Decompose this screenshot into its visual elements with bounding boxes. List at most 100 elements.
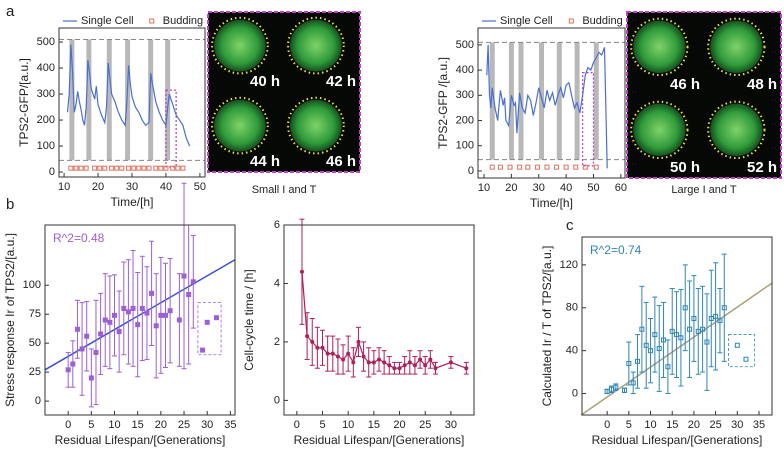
data-point	[153, 323, 159, 329]
data-point	[371, 360, 376, 365]
data-point	[83, 165, 89, 171]
data-point	[167, 308, 173, 314]
data-point	[299, 269, 304, 274]
y-axis-title: Stress response Ir of TPS2/[a.u.]	[3, 233, 17, 407]
plot-frame	[58, 27, 206, 178]
data-point	[377, 357, 381, 362]
x-tick-label: 35	[224, 419, 236, 431]
cell-image	[633, 20, 686, 74]
data-point	[366, 360, 371, 365]
data-point	[433, 366, 438, 371]
y-tick-label: 500	[37, 36, 55, 48]
x-tick-label: 20	[688, 419, 700, 431]
y-axis-title: TPS2-GFP/[a.u.]	[17, 58, 31, 147]
data-point	[351, 360, 356, 365]
legend-label: Budding	[582, 15, 622, 27]
data-point	[418, 357, 423, 362]
data-point	[130, 305, 136, 311]
cell-outline	[707, 100, 766, 160]
data-point	[656, 346, 662, 352]
data-point	[573, 164, 579, 170]
y-tick-label: 100	[456, 140, 474, 152]
data-point	[305, 334, 310, 339]
x-tick-label: 30	[731, 419, 743, 431]
y-tick-label: 100	[37, 140, 55, 152]
y-tick-label: 0	[468, 165, 474, 177]
x-tick-label: 10	[58, 181, 70, 193]
y-tick-label: 25	[29, 366, 41, 378]
data-point	[721, 305, 727, 311]
shaded-band	[574, 42, 580, 160]
data-point	[387, 363, 392, 368]
data-point	[639, 326, 645, 332]
legend-label: Single Cell	[81, 15, 134, 27]
time-label: 40 h	[250, 73, 280, 90]
data-point	[626, 361, 632, 367]
x-axis-title: Time/[h]	[530, 196, 573, 210]
data-point	[682, 305, 688, 311]
x-tick-label: 10	[644, 419, 656, 431]
data-point	[181, 273, 187, 279]
data-point	[448, 360, 453, 365]
data-point	[180, 165, 186, 171]
data-point	[78, 165, 84, 171]
data-point	[630, 380, 636, 386]
data-point	[382, 360, 387, 365]
x-tick-label: 10	[342, 419, 354, 431]
image-border	[207, 11, 361, 173]
data-point	[665, 364, 671, 370]
data-point	[341, 357, 346, 362]
data-point	[170, 165, 176, 171]
y-tick-label: 300	[456, 89, 474, 101]
shaded-band	[86, 39, 92, 161]
data-point	[361, 354, 366, 359]
data-point	[346, 351, 351, 356]
data-point	[412, 363, 417, 368]
data-point	[79, 346, 85, 352]
x-tick-label: 25	[709, 419, 721, 431]
y-tick-label: 200	[456, 114, 474, 126]
data-point	[146, 165, 152, 171]
cell-image	[633, 103, 686, 157]
x-tick-label: 30	[533, 182, 545, 194]
data-point	[175, 165, 181, 171]
x-tick-label: 5	[319, 419, 325, 431]
time-label: 42 h	[326, 73, 356, 90]
data-point	[68, 165, 74, 171]
x-tick-label: 60	[615, 182, 627, 194]
data-point	[213, 315, 219, 321]
data-point	[325, 351, 330, 356]
x-tick-label: 0	[294, 419, 300, 431]
x-tick-label: 25	[178, 419, 190, 431]
data-point	[65, 367, 71, 373]
data-point	[112, 312, 118, 318]
data-point	[563, 164, 569, 170]
data-point	[88, 375, 94, 381]
x-tick-label: 5	[626, 419, 632, 431]
data-point	[622, 387, 628, 393]
x-axis-title: Time/[h]	[111, 195, 154, 209]
data-point	[73, 165, 79, 171]
data-point	[109, 165, 115, 171]
data-point	[687, 326, 693, 332]
data-point	[200, 347, 206, 353]
plot-frame	[283, 224, 475, 416]
data-point	[84, 333, 90, 339]
data-point	[507, 164, 513, 170]
data-point	[428, 357, 433, 362]
data-point	[97, 165, 103, 171]
data-point	[544, 164, 550, 170]
time-label: 46 h	[326, 153, 356, 170]
y-axis-title: TPS2-GFP /[a.u.]	[436, 57, 450, 149]
image-caption: Large I and T	[671, 184, 737, 196]
x-tick-label: 15	[368, 419, 380, 431]
data-point	[635, 358, 641, 364]
data-point	[392, 366, 397, 371]
data-point	[158, 165, 164, 171]
shaded-band	[69, 39, 75, 161]
data-point	[70, 361, 76, 367]
y-tick-label: 40	[566, 345, 578, 357]
highlight-box	[165, 89, 177, 168]
data-point	[643, 342, 649, 348]
